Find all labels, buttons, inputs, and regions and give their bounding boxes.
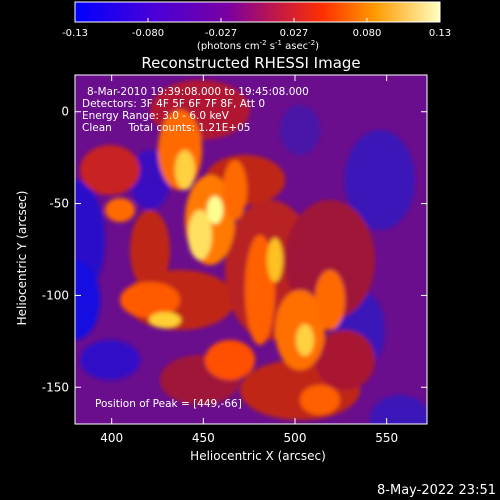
colorbar-tick-label: 0.027 bbox=[280, 28, 309, 39]
footer-timestamp: 8-May-2022 23:51 bbox=[377, 483, 496, 498]
colorbar-ticks: -0.13 -0.080 -0.027 0.027 0.080 0.13 bbox=[62, 18, 451, 39]
intensity-blob bbox=[75, 260, 100, 340]
intensity-blob bbox=[370, 395, 427, 424]
annotation-detectors: Detectors: 3F 4F 5F 6F 7F 8F, Att 0 bbox=[82, 98, 265, 110]
intensity-blob bbox=[175, 150, 195, 190]
x-tick-label: 500 bbox=[284, 431, 307, 445]
intensity-blob bbox=[285, 200, 375, 320]
intensity-blob bbox=[267, 238, 283, 282]
intensity-blob bbox=[345, 130, 415, 230]
colorbar-tick-label: -0.13 bbox=[62, 28, 88, 39]
intensity-blob bbox=[315, 330, 375, 390]
x-tick-label: 450 bbox=[192, 431, 215, 445]
intensity-blob bbox=[300, 385, 340, 415]
plot-frame bbox=[74, 74, 428, 425]
colorbar-tick-label: 0.13 bbox=[429, 28, 451, 39]
intensity-blob bbox=[296, 324, 314, 356]
y-axis-label: Heliocentric Y (arcsec) bbox=[15, 191, 29, 326]
intensity-blob bbox=[188, 210, 212, 260]
x-tick-label: 400 bbox=[100, 431, 123, 445]
intensity-blob bbox=[315, 270, 345, 330]
intensity-blob bbox=[223, 160, 247, 220]
colorbar-gradient bbox=[74, 1, 441, 23]
intensity-blob bbox=[80, 340, 140, 380]
annotation-time-range: 8-Mar-2010 19:39:08.000 to 19:45:08.000 bbox=[87, 86, 309, 98]
colorbar-tick-label: -0.080 bbox=[132, 28, 164, 39]
peak-position-label: Position of Peak = [449,-66] bbox=[95, 398, 242, 410]
y-tick-label: -50 bbox=[49, 197, 69, 211]
annotation-block: 8-Mar-2010 19:39:08.000 to 19:45:08.000 … bbox=[82, 86, 309, 134]
intensity-blob bbox=[120, 282, 180, 318]
heatmap-image bbox=[75, 75, 427, 424]
y-tick-label: 0 bbox=[61, 105, 69, 119]
intensity-blob bbox=[105, 198, 135, 222]
x-axis-ticks: 400 450 500 550 bbox=[100, 75, 398, 445]
annotation-energy-range: Energy Range: 3.0 - 6.0 keV bbox=[82, 110, 230, 122]
colorbar-tick-label: 0.080 bbox=[353, 28, 382, 39]
x-tick-label: 550 bbox=[375, 431, 398, 445]
intensity-blob bbox=[130, 210, 170, 290]
intensity-blob bbox=[80, 145, 140, 195]
intensity-blob bbox=[280, 105, 320, 155]
intensity-blob bbox=[149, 312, 181, 328]
annotation-clean-counts: Clean Total counts: 1.21E+05 bbox=[82, 122, 251, 134]
colorbar-unit-label: (photons cm-2 s-1 asec-2) bbox=[197, 39, 319, 52]
y-axis-ticks: 0 -50 -100 -150 bbox=[42, 105, 427, 394]
colorbar: -0.13 -0.080 -0.027 0.027 0.080 0.13 (photons… bbox=[62, 1, 451, 52]
y-tick-label: -150 bbox=[42, 380, 69, 394]
y-tick-label: -100 bbox=[42, 288, 69, 302]
x-axis-label: Heliocentric X (arcsec) bbox=[190, 449, 326, 463]
colorbar-tick-label: -0.027 bbox=[205, 28, 237, 39]
chart-title: Reconstructed RHESSI Image bbox=[141, 54, 360, 72]
intensity-blob bbox=[207, 196, 223, 224]
intensity-blob bbox=[205, 340, 255, 380]
